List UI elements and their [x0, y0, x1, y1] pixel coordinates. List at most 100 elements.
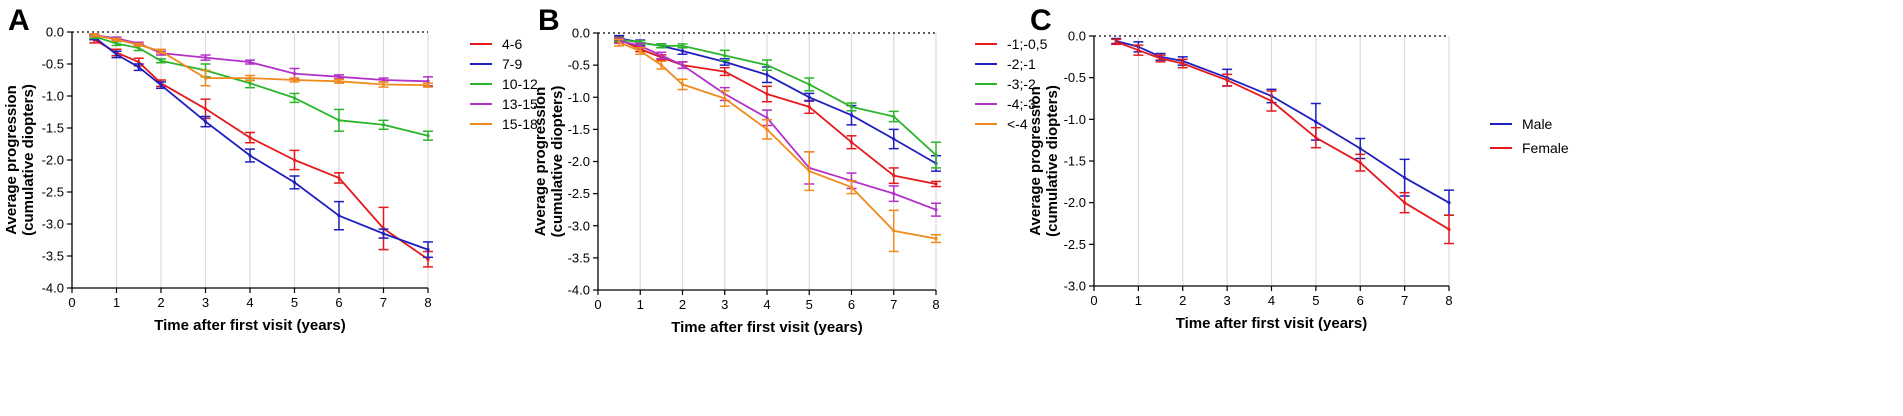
series-line	[1115, 40, 1450, 231]
data-point	[248, 76, 252, 80]
data-point	[765, 63, 769, 67]
series-line	[94, 35, 429, 137]
data-point	[114, 52, 119, 57]
data-point	[137, 60, 141, 64]
series-line	[618, 41, 937, 240]
data-point	[292, 158, 297, 162]
data-point	[114, 41, 119, 46]
x-axis-title: Time after first visit (years)	[1176, 315, 1367, 332]
x-tick-label: 2	[157, 295, 164, 310]
y-tick-label: -0.5	[42, 57, 64, 72]
data-point	[849, 105, 854, 109]
data-point	[680, 44, 685, 48]
legend-item: Female	[1490, 140, 1569, 156]
data-point	[381, 232, 386, 236]
data-point	[617, 41, 621, 45]
data-point	[892, 114, 896, 119]
y-tick-label: -1.5	[1064, 154, 1086, 169]
panel-c: C 0 1 2 3 4 5 6 7 8 0.0 -0.5 -1.0 -1.5 -2.0 -2.5 -3.0 Tim…	[1027, 4, 1569, 332]
data-point	[114, 38, 119, 42]
data-point	[426, 257, 430, 261]
data-point	[723, 69, 727, 74]
data-point	[934, 208, 938, 212]
x-tick-label: 1	[637, 297, 644, 312]
data-point	[426, 83, 430, 87]
y-tick-label: -3.0	[568, 218, 590, 233]
data-point	[934, 237, 938, 241]
x-tick-label: 6	[335, 295, 342, 310]
x-tick-label: 3	[721, 297, 728, 312]
legend-label: 10-12	[502, 76, 538, 92]
data-point	[1447, 201, 1451, 205]
legend-label: -2;-1	[1007, 56, 1036, 72]
data-point	[1358, 161, 1362, 165]
series-line	[94, 34, 429, 83]
x-tick-label: 7	[1401, 293, 1408, 308]
panel-letter: C	[1030, 4, 1052, 37]
y-tick-label: -2.0	[568, 154, 590, 169]
data-point	[1158, 56, 1163, 61]
x-tick-label: 0	[594, 297, 601, 312]
legend-label: Male	[1522, 116, 1553, 132]
legend-label: 15-18	[502, 116, 538, 132]
data-point	[892, 174, 896, 178]
x-tick-label: 5	[291, 295, 298, 310]
data-point	[638, 44, 642, 48]
series-line	[618, 39, 937, 211]
data-point	[1225, 78, 1229, 82]
data-point	[137, 46, 141, 50]
data-point	[1114, 40, 1118, 44]
y-tick-label: 0.0	[572, 26, 590, 41]
x-tick-label: 2	[679, 297, 686, 312]
x-tick-label: 0	[68, 295, 75, 310]
y-tick-label: 0.0	[1068, 29, 1086, 44]
legend-item: -4;-3	[975, 96, 1036, 112]
data-point	[849, 113, 854, 117]
data-point	[638, 49, 642, 53]
x-tick-label: 2	[1179, 293, 1186, 308]
data-point	[159, 83, 163, 87]
series-Female	[1111, 38, 1454, 245]
x-tick-label: 0	[1090, 293, 1097, 308]
legend-label: <-4	[1007, 116, 1028, 132]
data-point	[337, 75, 341, 79]
legend-label: -3;-2	[1007, 76, 1036, 92]
data-point	[723, 53, 727, 58]
data-point	[1403, 176, 1407, 180]
panel-a: A 0 1 2 3 4 5 6 7 8 0.0 -0.5 -1.0 -1.5 -2.0 -2.5 -3.0 -3.…	[3, 4, 538, 334]
y-tick-label: -2.5	[1064, 237, 1086, 252]
y-tick-label: -3.0	[42, 217, 64, 232]
data-point	[337, 79, 341, 83]
legend-item: <-4	[975, 116, 1028, 132]
series--3;-2	[614, 36, 941, 169]
data-point	[659, 63, 663, 67]
data-point	[723, 96, 727, 101]
series--1;-0,5	[614, 35, 941, 188]
legend-label: -4;-3	[1007, 96, 1036, 112]
data-point	[137, 65, 141, 69]
legend-item: 4-6	[470, 36, 522, 52]
legend-label: 13-15	[502, 96, 538, 112]
data-point	[807, 82, 811, 86]
data-point	[1358, 146, 1362, 151]
y-axis-title-line2: (cumulative diopters)	[549, 86, 566, 238]
data-point	[934, 182, 938, 186]
legend-label: 7-9	[502, 56, 522, 72]
x-tick-label: 5	[1312, 293, 1319, 308]
data-point	[765, 73, 769, 77]
data-point	[381, 82, 386, 87]
data-point	[807, 95, 811, 99]
data-point	[807, 169, 811, 173]
series-7-9	[89, 33, 433, 259]
data-point	[1181, 61, 1185, 66]
series-<-4	[614, 38, 941, 253]
y-tick-label: -3.0	[1064, 279, 1086, 294]
y-axis-title-line2: (cumulative diopters)	[1044, 85, 1061, 237]
y-tick-label: -0.5	[568, 58, 590, 73]
y-tick-label: -4.0	[568, 283, 590, 298]
data-point	[92, 33, 96, 37]
data-point	[1314, 136, 1318, 140]
data-point	[1403, 201, 1407, 205]
y-tick-label: -4.0	[42, 281, 64, 296]
series-line	[1115, 40, 1450, 204]
